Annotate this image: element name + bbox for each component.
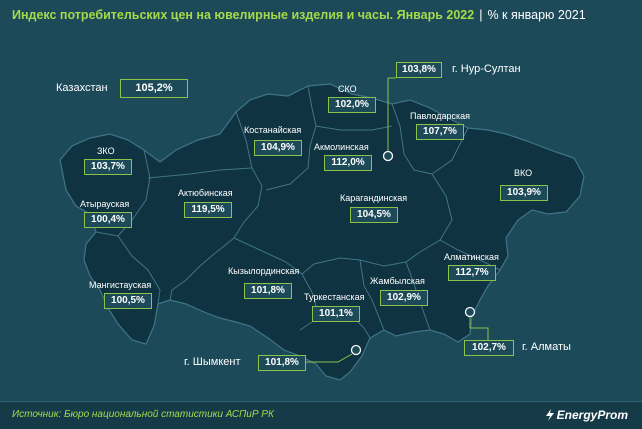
akmola-name: Акмолинская bbox=[314, 142, 369, 152]
karaganda-name: Карагандинская bbox=[340, 193, 408, 203]
aktobe-value: 119,5% bbox=[184, 202, 232, 218]
country-name: Казахстан bbox=[56, 82, 108, 94]
footer: Источник: Бюро национальной статистики А… bbox=[0, 401, 642, 429]
aktobe-name: Актюбинская bbox=[178, 188, 233, 198]
zhambyl-name: Жамбылская bbox=[370, 276, 425, 286]
brand-name: EnergyProm bbox=[556, 408, 628, 422]
akmola-value: 112,0% bbox=[324, 155, 372, 171]
pavlodar-name: Павлодарская bbox=[410, 111, 470, 121]
atyrau-name: Атырауская bbox=[80, 199, 130, 209]
almaty-region-name: Алматинская bbox=[444, 252, 499, 262]
kyzylorda-value: 101,8% bbox=[244, 283, 292, 299]
turkestan-name: Туркестанская bbox=[304, 292, 365, 302]
sko-name: СКО bbox=[338, 84, 357, 94]
brand-logo-icon bbox=[546, 409, 554, 421]
atyrau-value: 100,4% bbox=[84, 212, 132, 228]
almaty-city-value: 102,7% bbox=[464, 340, 514, 356]
leader-lines bbox=[304, 77, 489, 363]
country-outline bbox=[59, 83, 585, 381]
nur-sultan-value: 103,8% bbox=[396, 62, 442, 78]
nur-sultan-marker bbox=[382, 150, 394, 162]
country-value: 105,2% bbox=[120, 79, 188, 98]
kostanay-value: 104,9% bbox=[254, 140, 302, 156]
pavlodar-value: 107,7% bbox=[416, 124, 464, 140]
zhambyl-value: 102,9% bbox=[380, 290, 428, 306]
karaganda-value: 104,5% bbox=[350, 207, 398, 223]
mangistau-value: 100,5% bbox=[104, 293, 152, 309]
almaty-region-value: 112,7% bbox=[448, 265, 496, 281]
nur-sultan-name: г. Нур-Султан bbox=[452, 63, 521, 75]
vko-name: ВКО bbox=[514, 168, 533, 178]
title-main: Индекс потребительских цен на ювелирные … bbox=[12, 8, 475, 22]
shymkent-city-value: 101,8% bbox=[258, 355, 306, 371]
source-text: Источник: Бюро национальной статистики А… bbox=[12, 409, 274, 420]
almaty-marker bbox=[464, 306, 476, 318]
mangistau-name: Мангистауская bbox=[89, 280, 152, 290]
zko-value: 103,7% bbox=[84, 159, 132, 175]
title-separator: | bbox=[479, 8, 483, 22]
shymkent-marker bbox=[350, 344, 362, 356]
vko-value: 103,9% bbox=[500, 185, 548, 201]
kostanay-name: Костанайская bbox=[244, 125, 302, 135]
sko-value: 102,0% bbox=[328, 97, 376, 113]
kyzylorda-name: Кызылординская bbox=[228, 266, 300, 276]
turkestan-value: 101,1% bbox=[312, 306, 360, 322]
almaty-city-name: г. Алматы bbox=[522, 341, 571, 353]
zko-name: ЗКО bbox=[97, 146, 115, 156]
title: Индекс потребительских цен на ювелирные … bbox=[12, 8, 586, 22]
shymkent-city-name: г. Шымкент bbox=[184, 356, 241, 368]
title-subtitle: % к январю 2021 bbox=[487, 8, 586, 22]
